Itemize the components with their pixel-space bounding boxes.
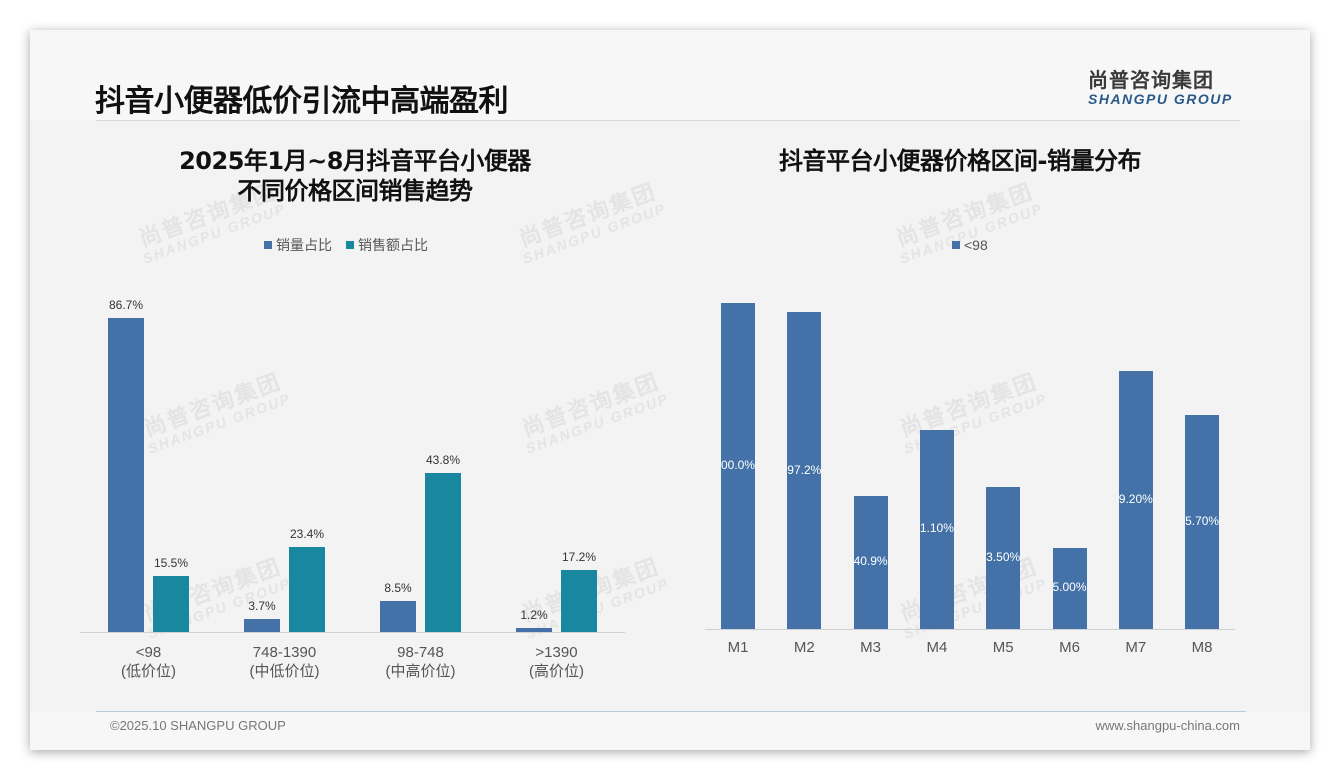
bar-value-label: 15.5%	[153, 555, 189, 570]
x-axis-category-label: M8	[1191, 639, 1213, 656]
bar-value-label: 3.50%	[986, 550, 1021, 565]
bar-lt98	[919, 429, 954, 629]
bar-value-label: 8.5%	[384, 581, 412, 596]
bar-value-label: 97.2%	[787, 462, 822, 477]
left-chart-legend: 销量占比 销售额占比	[264, 235, 428, 255]
bar-lt98	[787, 312, 822, 629]
bar-value-label: 1.2%	[520, 607, 548, 622]
legend-item-lt98: <98	[952, 237, 988, 253]
bar-value-label: 3.7%	[248, 598, 276, 613]
x-axis-category-label: M2	[793, 639, 815, 656]
x-axis-category-label: M3	[860, 639, 882, 656]
x-axis-category-label: >1390 (高价位)	[529, 644, 584, 680]
bar-value-label: 86.7%	[108, 298, 144, 312]
legend-swatch-icon	[264, 241, 272, 249]
legend-swatch-icon	[346, 241, 354, 249]
bar-sales-amount	[561, 569, 597, 632]
header-band	[30, 30, 1310, 120]
x-axis-category-label: M6	[1059, 639, 1080, 656]
legend-item-sales-volume: 销量占比	[264, 235, 332, 255]
footer-divider	[96, 711, 1246, 712]
bar-lt98	[1118, 370, 1153, 629]
bar-sales-amount	[289, 547, 325, 632]
logo-cn-text: 尚普咨询集团	[1088, 68, 1214, 92]
footer-band	[30, 712, 1310, 750]
header-divider	[96, 120, 1240, 121]
page-title: 抖音小便器低价引流中高端盈利	[95, 84, 509, 119]
bar-value-label: 23.4%	[289, 527, 325, 542]
bar-lt98	[721, 303, 755, 629]
legend-swatch-icon	[952, 241, 960, 249]
company-logo: 尚普咨询集团 SHANGPU GROUP	[1088, 64, 1248, 107]
bar-sales-volume	[516, 627, 552, 632]
bar-value-label: 5.70%	[1185, 513, 1220, 528]
bar-value-label: 40.9%	[853, 554, 888, 569]
footer-website: www.shangpu-china.com	[1095, 718, 1240, 733]
bar-value-label: 00.0%	[721, 458, 755, 472]
x-axis-category-label: 98-748 (中高价位)	[385, 644, 456, 680]
bar-lt98	[853, 495, 888, 629]
x-axis-category-label: M5	[992, 639, 1014, 656]
left-chart-x-axis	[80, 632, 625, 633]
legend-item-sales-amount: 销售额占比	[346, 235, 428, 255]
bar-value-label: 25.00%	[1052, 580, 1087, 595]
x-axis-category-label: <98 (低价位)	[121, 644, 176, 680]
left-chart-title: 2025年1月~8月抖音平台小便器 不同价格区间销售趋势	[179, 147, 531, 205]
right-chart-x-axis	[705, 629, 1235, 630]
bar-value-label: 1.10%	[919, 521, 954, 536]
bar-sales-volume	[108, 318, 144, 632]
bar-sales-volume	[244, 618, 280, 632]
bar-value-label: 9.20%	[1118, 491, 1153, 506]
footer-copyright: ©2025.10 SHANGPU GROUP	[110, 718, 286, 733]
bar-sales-volume	[380, 601, 416, 632]
x-axis-category-label: M4	[926, 639, 948, 656]
right-chart-title: 抖音平台小便器价格区间-销量分布	[779, 147, 1141, 175]
x-axis-category-label: M1	[727, 639, 749, 656]
logo-en-text: SHANGPU GROUP	[1088, 91, 1233, 107]
bar-value-label: 43.8%	[425, 453, 461, 468]
bar-lt98	[1052, 547, 1087, 629]
bar-lt98	[1185, 414, 1220, 629]
x-axis-category-label: M7	[1125, 639, 1147, 656]
bar-lt98	[986, 487, 1021, 629]
bar-value-label: 17.2%	[561, 549, 597, 564]
bar-sales-amount	[153, 575, 189, 632]
slide: 抖音小便器低价引流中高端盈利 尚普咨询集团 SHANGPU GROUP 尚普咨询…	[30, 30, 1310, 750]
right-chart-legend: <98	[952, 237, 988, 253]
x-axis-category-label: 748-1390 (中低价位)	[249, 644, 320, 680]
bar-sales-amount	[425, 473, 461, 632]
